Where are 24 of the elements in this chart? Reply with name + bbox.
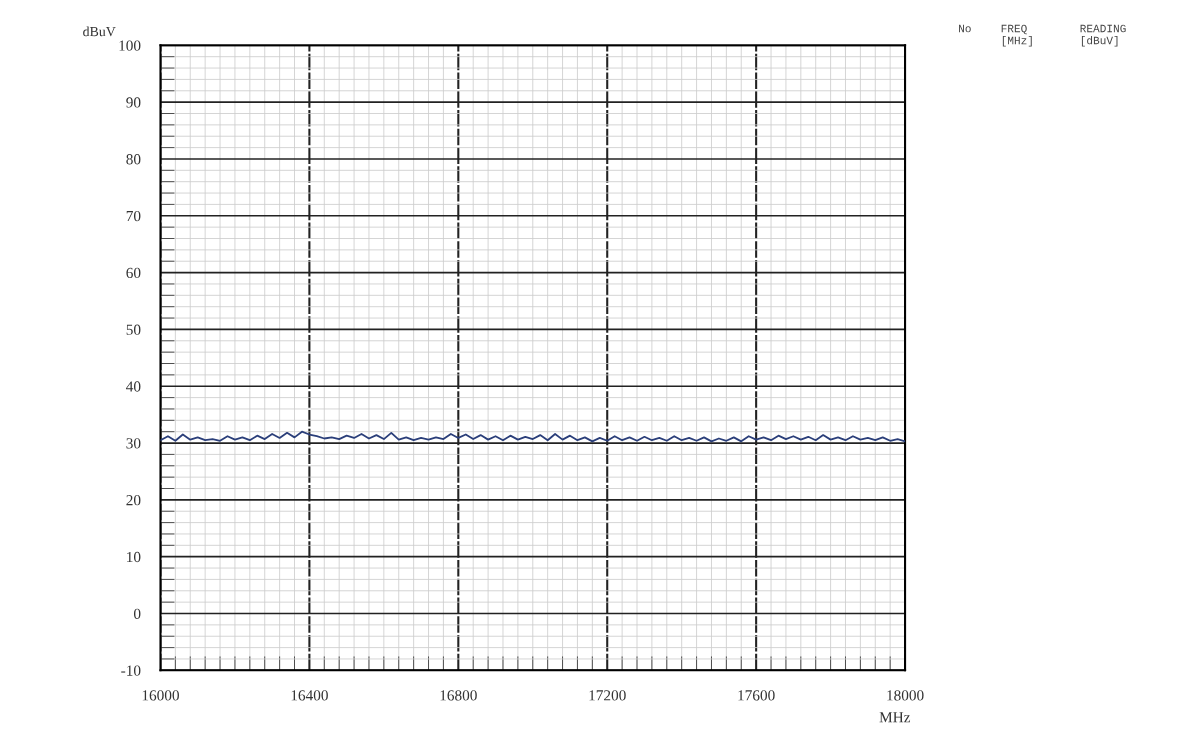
- y-tick-label: 70: [126, 210, 141, 222]
- x-tick-label: 18000: [887, 690, 924, 701]
- text: FREQ [MHz]: [1001, 24, 1032, 47]
- y-tick-label: 10: [127, 551, 141, 563]
- y-tick-label: 90: [126, 97, 141, 108]
- y-tick-label: 50: [126, 324, 141, 335]
- x-tick-label: 16000: [142, 690, 179, 701]
- y-tick-label: 30: [126, 438, 141, 449]
- y-tick-label: 100: [119, 40, 141, 51]
- text: READING [dBuV]: [1080, 24, 1126, 47]
- x-tick-label: 16400: [291, 690, 328, 701]
- x-axis-title: MHz: [879, 712, 911, 723]
- y-tick-label: -10: [121, 665, 141, 676]
- x-tick-label: 16800: [440, 690, 477, 701]
- y-tick-label: 80: [126, 154, 141, 165]
- y-tick-label: 20: [126, 495, 141, 506]
- y-tick-label: 0: [133, 608, 141, 619]
- x-tick-label: 17600: [738, 690, 775, 701]
- y-tick-label: 40: [126, 381, 141, 392]
- y-axis-title: dBuV: [83, 26, 116, 37]
- y-tick-label: 60: [126, 267, 141, 279]
- text: No: [959, 24, 971, 33]
- x-tick-label: 17200: [589, 690, 626, 701]
- line-series: [160, 430, 906, 443]
